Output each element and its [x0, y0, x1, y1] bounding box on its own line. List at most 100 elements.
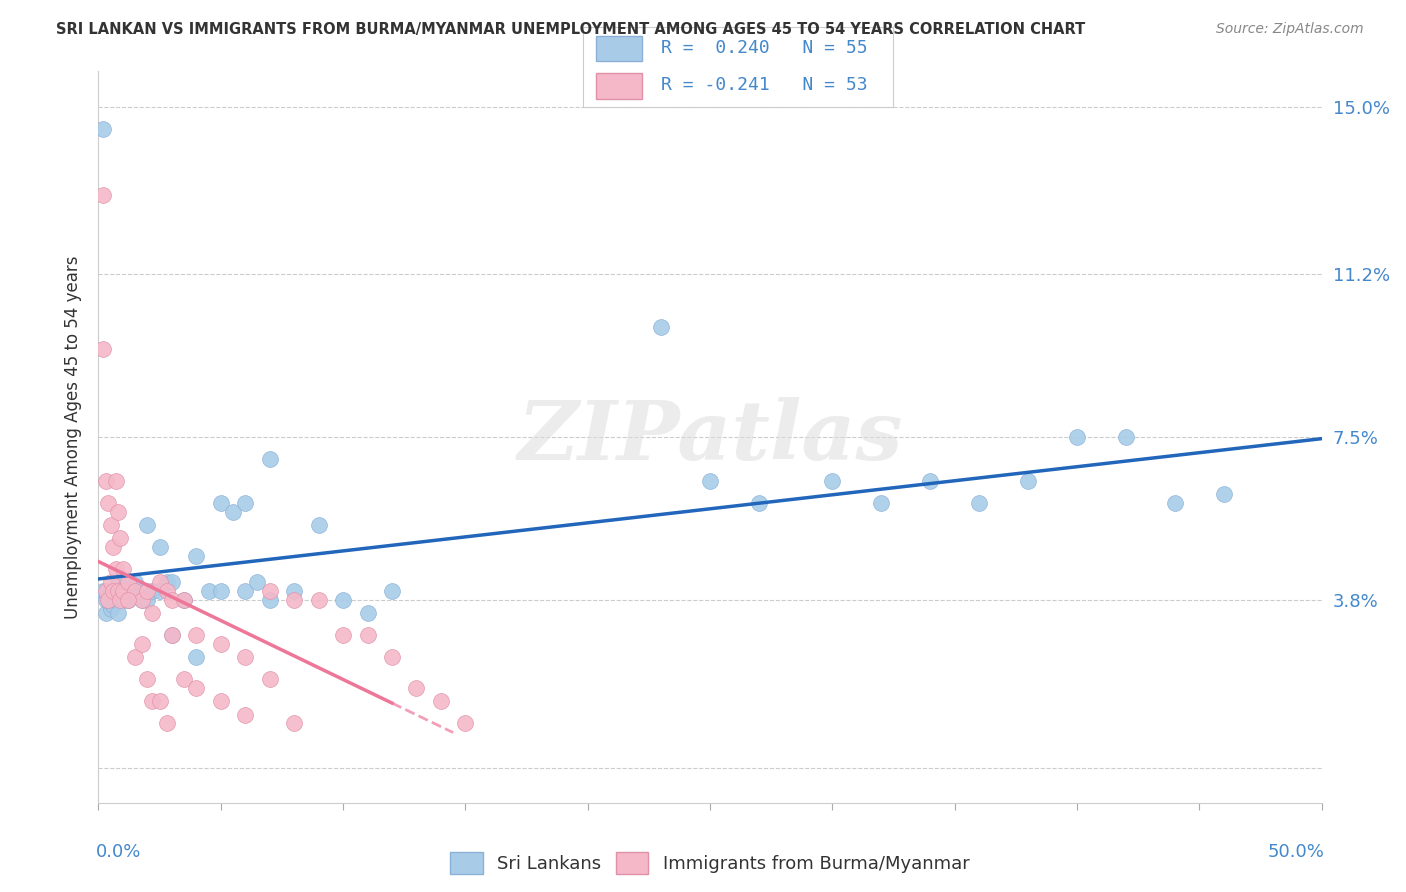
- Point: [117, 575, 139, 590]
- Point: [222, 505, 245, 519]
- Point: [233, 650, 256, 665]
- Point: [870, 496, 893, 510]
- Point: [259, 584, 281, 599]
- Point: [821, 474, 844, 488]
- Point: [1164, 496, 1187, 510]
- Point: [209, 694, 232, 708]
- Point: [650, 320, 672, 334]
- Point: [136, 518, 159, 533]
- Point: [141, 607, 163, 621]
- Point: [233, 707, 256, 722]
- Text: 50.0%: 50.0%: [1268, 843, 1324, 861]
- Point: [94, 593, 117, 607]
- Point: [173, 593, 195, 607]
- Point: [283, 716, 305, 731]
- Point: [308, 518, 330, 533]
- Point: [124, 575, 146, 590]
- Point: [97, 593, 120, 607]
- Point: [233, 496, 256, 510]
- Point: [246, 575, 269, 590]
- Point: [110, 593, 132, 607]
- Legend: Sri Lankans, Immigrants from Burma/Myanmar: Sri Lankans, Immigrants from Burma/Myanm…: [443, 845, 977, 881]
- Point: [209, 637, 232, 651]
- Point: [107, 607, 129, 621]
- Point: [405, 681, 427, 696]
- Point: [430, 694, 453, 708]
- Point: [111, 562, 134, 576]
- Point: [160, 628, 183, 642]
- Point: [454, 716, 477, 731]
- Point: [209, 584, 232, 599]
- FancyBboxPatch shape: [596, 73, 643, 99]
- Point: [104, 593, 127, 607]
- Point: [91, 187, 114, 202]
- Point: [748, 496, 770, 510]
- Point: [111, 584, 134, 599]
- Point: [124, 584, 146, 599]
- Text: SRI LANKAN VS IMMIGRANTS FROM BURMA/MYANMAR UNEMPLOYMENT AMONG AGES 45 TO 54 YEA: SRI LANKAN VS IMMIGRANTS FROM BURMA/MYAN…: [56, 22, 1085, 37]
- Point: [160, 628, 183, 642]
- Point: [160, 575, 183, 590]
- Point: [283, 584, 305, 599]
- Text: R = -0.241   N = 53: R = -0.241 N = 53: [661, 77, 868, 95]
- Point: [186, 628, 208, 642]
- Point: [156, 716, 179, 731]
- Point: [186, 549, 208, 563]
- Point: [259, 452, 281, 467]
- Point: [94, 584, 117, 599]
- Point: [104, 474, 127, 488]
- Point: [94, 607, 117, 621]
- Point: [117, 593, 139, 607]
- Point: [131, 593, 153, 607]
- Point: [1115, 430, 1137, 444]
- Point: [920, 474, 942, 488]
- Point: [97, 496, 120, 510]
- Point: [173, 673, 195, 687]
- Point: [107, 575, 129, 590]
- Text: R =  0.240   N = 55: R = 0.240 N = 55: [661, 39, 868, 57]
- Point: [131, 593, 153, 607]
- Point: [97, 593, 120, 607]
- Point: [186, 650, 208, 665]
- Point: [149, 584, 172, 599]
- Point: [104, 562, 127, 576]
- Point: [100, 518, 122, 533]
- Point: [136, 584, 159, 599]
- Point: [136, 673, 159, 687]
- Text: ZIPatlas: ZIPatlas: [517, 397, 903, 477]
- Point: [156, 584, 179, 599]
- Point: [173, 593, 195, 607]
- Text: 0.0%: 0.0%: [96, 843, 141, 861]
- Point: [131, 637, 153, 651]
- Point: [283, 593, 305, 607]
- Point: [117, 593, 139, 607]
- Point: [160, 593, 183, 607]
- Point: [259, 593, 281, 607]
- Point: [91, 584, 114, 599]
- Point: [91, 121, 114, 136]
- Text: Source: ZipAtlas.com: Source: ZipAtlas.com: [1216, 22, 1364, 37]
- Y-axis label: Unemployment Among Ages 45 to 54 years: Unemployment Among Ages 45 to 54 years: [63, 255, 82, 619]
- Point: [332, 628, 354, 642]
- Point: [110, 584, 132, 599]
- FancyBboxPatch shape: [596, 36, 643, 62]
- Point: [100, 602, 122, 616]
- Point: [141, 694, 163, 708]
- Point: [699, 474, 721, 488]
- Point: [259, 673, 281, 687]
- Point: [94, 474, 117, 488]
- Point: [381, 650, 404, 665]
- Point: [101, 540, 124, 554]
- Point: [1017, 474, 1039, 488]
- Point: [141, 584, 163, 599]
- Point: [100, 575, 122, 590]
- Point: [1066, 430, 1088, 444]
- Point: [91, 342, 114, 356]
- Point: [356, 607, 378, 621]
- Point: [186, 681, 208, 696]
- Point: [111, 593, 134, 607]
- Point: [149, 694, 172, 708]
- Point: [101, 584, 124, 599]
- Point: [149, 540, 172, 554]
- Point: [381, 584, 404, 599]
